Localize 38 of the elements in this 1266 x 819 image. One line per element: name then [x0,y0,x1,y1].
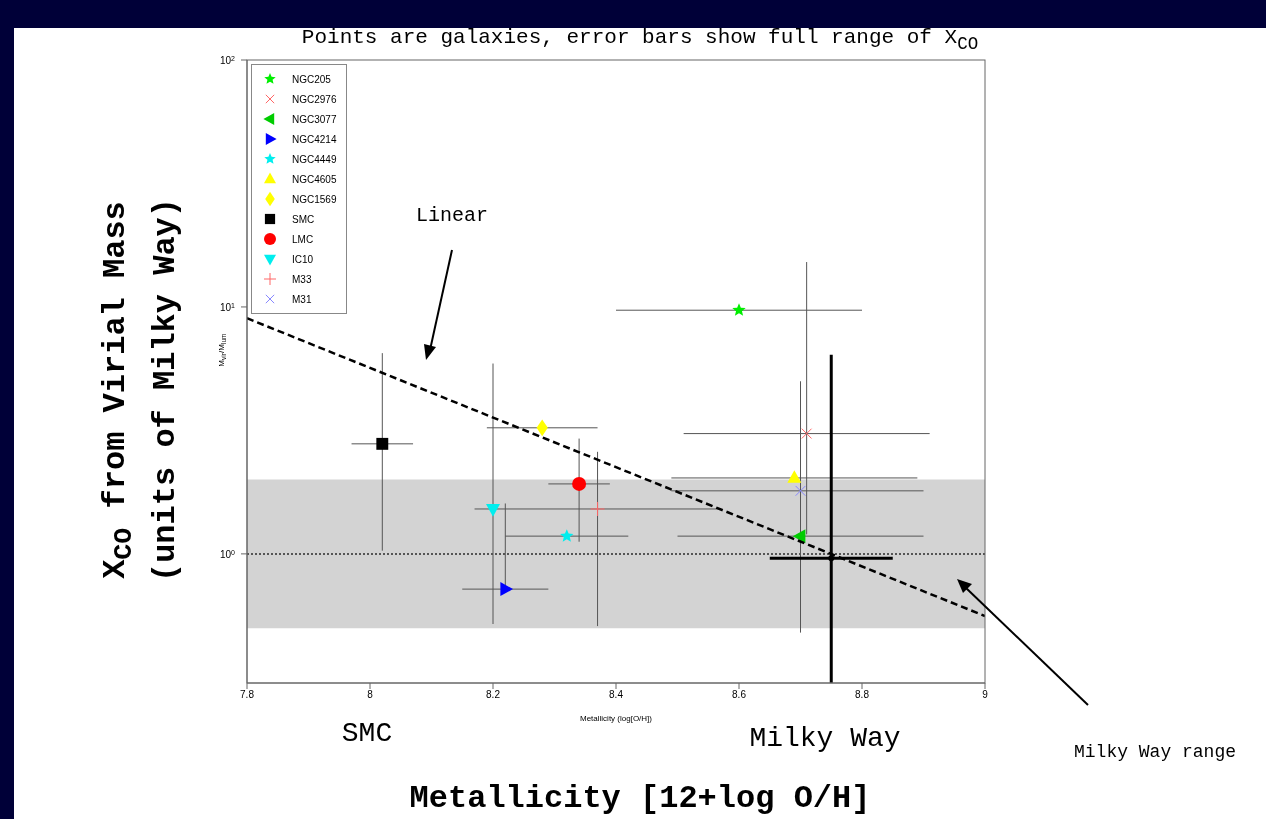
x-axis-title: Metallicity [12+log O/H] [409,779,871,817]
point [732,303,746,316]
text: Metallicity (log[O/H]) [579,713,653,723]
text: Milky Way [749,722,901,754]
point [560,529,574,542]
chart-title: Points are galaxies, error bars show full range of X$_{CO}$ [301,26,979,54]
text: SMC [341,717,393,749]
legend-label: NGC4214 [292,133,337,145]
legend-label: NGC3077 [292,113,337,125]
y-tick-label: 10$^{2}$ [219,54,236,66]
annotation: Linear [415,203,489,227]
x-tick-label: 8.6 [732,689,747,701]
legend-label: NGC205 [292,73,331,85]
legend-label: LMC [292,233,314,245]
legend-label: NGC4449 [292,153,337,165]
legend-label: M33 [292,273,312,285]
point [828,555,835,562]
legend-label: NGC4605 [292,173,337,185]
point [376,437,389,450]
x-tick-label: 8.4 [609,689,624,701]
point [500,582,513,597]
legend-label: SMC [292,213,315,225]
point [787,470,802,483]
x-tick-label: 8.8 [855,689,870,701]
y-tick-label: 10$^{0}$ [219,548,236,560]
legend-label: IC10 [292,253,314,265]
legend-label: M31 [292,293,312,305]
point [572,476,587,491]
x-tick-label: 9 [982,689,989,701]
x-tick-label: 8 [367,689,374,701]
text: Milky Way range [1073,742,1237,762]
legend-label: NGC1569 [292,193,337,205]
y-tick-label: 10$^{1}$ [219,301,236,313]
x-tick-label: 7.8 [240,689,255,701]
point [486,504,500,517]
legend-label: NGC2976 [292,93,337,105]
x-tick-label: 8.2 [486,689,501,701]
point [792,529,806,544]
